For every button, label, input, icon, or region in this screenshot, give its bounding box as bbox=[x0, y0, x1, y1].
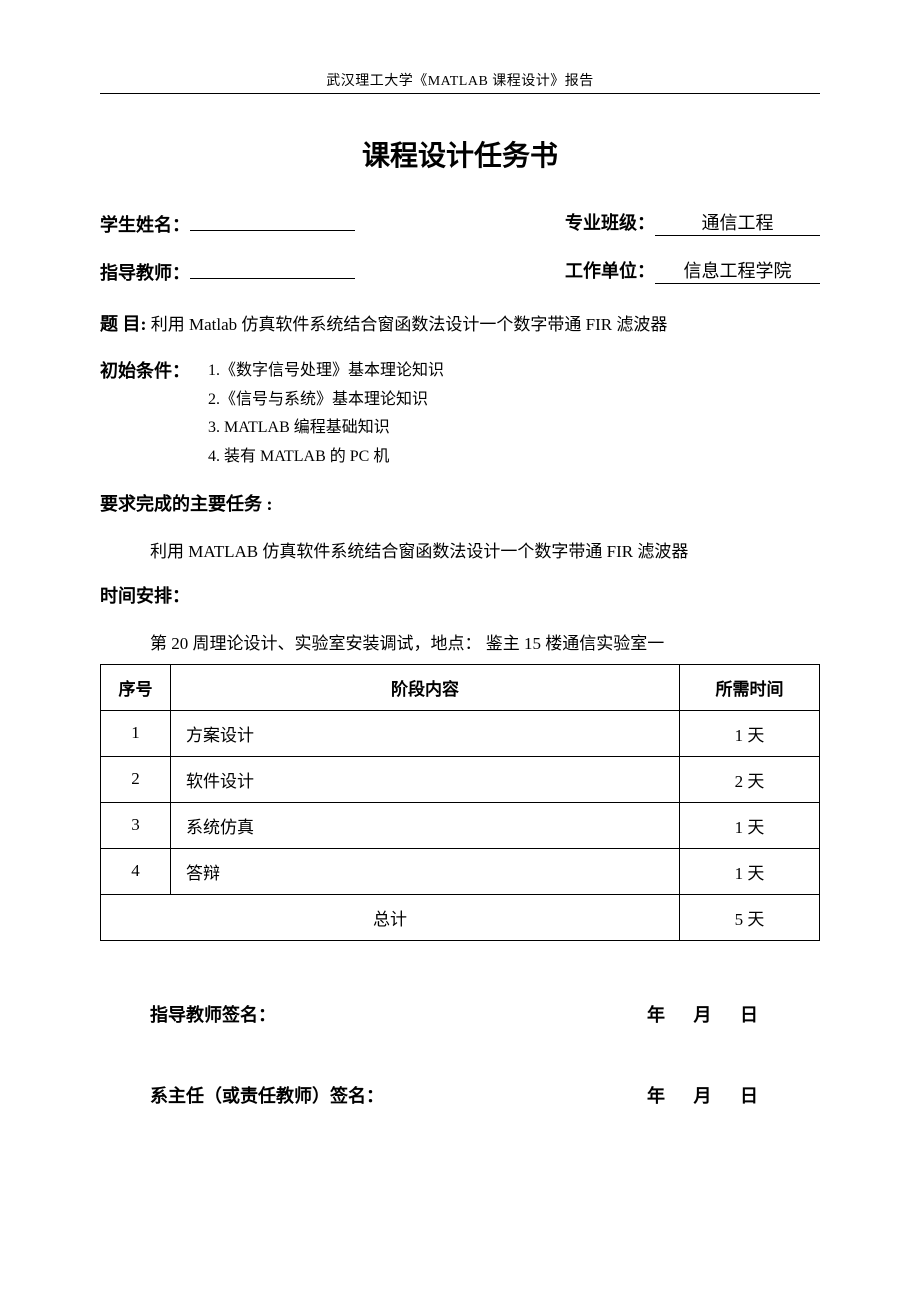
supervisor-signature-label: 指导教师签名： bbox=[150, 1001, 276, 1027]
tasks-section: 要求完成的主要任务 : bbox=[100, 490, 820, 519]
condition-item: 4. 装有 MATLAB 的 PC 机 bbox=[208, 443, 444, 472]
supervisor-value bbox=[190, 257, 355, 279]
col-header-time: 所需时间 bbox=[680, 664, 820, 710]
tasks-label: 要求完成的主要任务 : bbox=[100, 494, 273, 514]
workplace-label: 工作单位： bbox=[565, 257, 655, 283]
schedule-intro: 第 20 周理论设计、实验室安装调试，地点： 鉴主 15 楼通信实验室一 bbox=[150, 629, 820, 654]
conditions-label: 初始条件： bbox=[100, 357, 190, 383]
table-row: 3 系统仿真 1 天 bbox=[101, 802, 820, 848]
condition-item: 1.《数字信号处理》基本理论知识 bbox=[208, 357, 444, 386]
cell-seq: 2 bbox=[101, 756, 171, 802]
workplace-value: 信息工程学院 bbox=[655, 257, 820, 284]
supervisor-signature-row: 指导教师签名： 年 月 日 bbox=[150, 1001, 770, 1027]
cell-content: 方案设计 bbox=[171, 710, 680, 756]
cell-content: 软件设计 bbox=[171, 756, 680, 802]
schedule-section: 时间安排： bbox=[100, 582, 820, 611]
supervisor-field: 指导教师： bbox=[100, 257, 355, 285]
cell-content: 系统仿真 bbox=[171, 802, 680, 848]
major-field: 专业班级： 通信工程 bbox=[565, 209, 820, 237]
col-header-seq: 序号 bbox=[101, 664, 171, 710]
cell-seq: 4 bbox=[101, 848, 171, 894]
table-row: 4 答辩 1 天 bbox=[101, 848, 820, 894]
cell-total-time: 5 天 bbox=[680, 894, 820, 940]
cell-total-label: 总计 bbox=[101, 894, 680, 940]
major-value: 通信工程 bbox=[655, 209, 820, 236]
cell-time: 1 天 bbox=[680, 710, 820, 756]
supervisor-label: 指导教师： bbox=[100, 259, 190, 285]
cell-content: 答辩 bbox=[171, 848, 680, 894]
condition-item: 3. MATLAB 编程基础知识 bbox=[208, 414, 444, 443]
student-name-value bbox=[190, 209, 355, 231]
table-row: 2 软件设计 2 天 bbox=[101, 756, 820, 802]
cell-time: 1 天 bbox=[680, 848, 820, 894]
schedule-label: 时间安排： bbox=[100, 586, 190, 606]
col-header-content: 阶段内容 bbox=[171, 664, 680, 710]
page-header: 武汉理工大学《MATLAB 课程设计》报告 bbox=[100, 70, 820, 90]
topic-section: 题 目: 利用 Matlab 仿真软件系统结合窗函数法设计一个数字带通 FIR … bbox=[100, 310, 820, 339]
document-page: 武汉理工大学《MATLAB 课程设计》报告 课程设计任务书 学生姓名： 专业班级… bbox=[0, 0, 920, 1223]
header-divider bbox=[100, 93, 820, 94]
student-name-field: 学生姓名： bbox=[100, 209, 355, 237]
topic-text: 利用 Matlab 仿真软件系统结合窗函数法设计一个数字带通 FIR 滤波器 bbox=[151, 315, 668, 334]
cell-seq: 1 bbox=[101, 710, 171, 756]
student-name-label: 学生姓名： bbox=[100, 211, 190, 237]
table-total-row: 总计 5 天 bbox=[101, 894, 820, 940]
schedule-table: 序号 阶段内容 所需时间 1 方案设计 1 天 2 软件设计 2 天 3 系统仿… bbox=[100, 664, 820, 941]
form-row-1: 学生姓名： 专业班级： 通信工程 bbox=[100, 209, 820, 237]
head-signature-row: 系主任（或责任教师）签名： 年 月 日 bbox=[150, 1082, 770, 1108]
major-label: 专业班级： bbox=[565, 209, 655, 235]
head-signature-date: 年 月 日 bbox=[647, 1082, 770, 1108]
table-row: 1 方案设计 1 天 bbox=[101, 710, 820, 756]
supervisor-signature-date: 年 月 日 bbox=[647, 1001, 770, 1027]
cell-time: 1 天 bbox=[680, 802, 820, 848]
cell-time: 2 天 bbox=[680, 756, 820, 802]
document-title: 课程设计任务书 bbox=[100, 134, 820, 174]
tasks-text: 利用 MATLAB 仿真软件系统结合窗函数法设计一个数字带通 FIR 滤波器 bbox=[150, 537, 820, 562]
table-header-row: 序号 阶段内容 所需时间 bbox=[101, 664, 820, 710]
conditions-section: 初始条件： 1.《数字信号处理》基本理论知识 2.《信号与系统》基本理论知识 3… bbox=[100, 357, 820, 472]
workplace-field: 工作单位： 信息工程学院 bbox=[565, 257, 820, 285]
head-signature-label: 系主任（或责任教师）签名： bbox=[150, 1082, 384, 1108]
form-row-2: 指导教师： 工作单位： 信息工程学院 bbox=[100, 257, 820, 285]
topic-label: 题 目: bbox=[100, 314, 147, 334]
cell-seq: 3 bbox=[101, 802, 171, 848]
condition-item: 2.《信号与系统》基本理论知识 bbox=[208, 386, 444, 415]
